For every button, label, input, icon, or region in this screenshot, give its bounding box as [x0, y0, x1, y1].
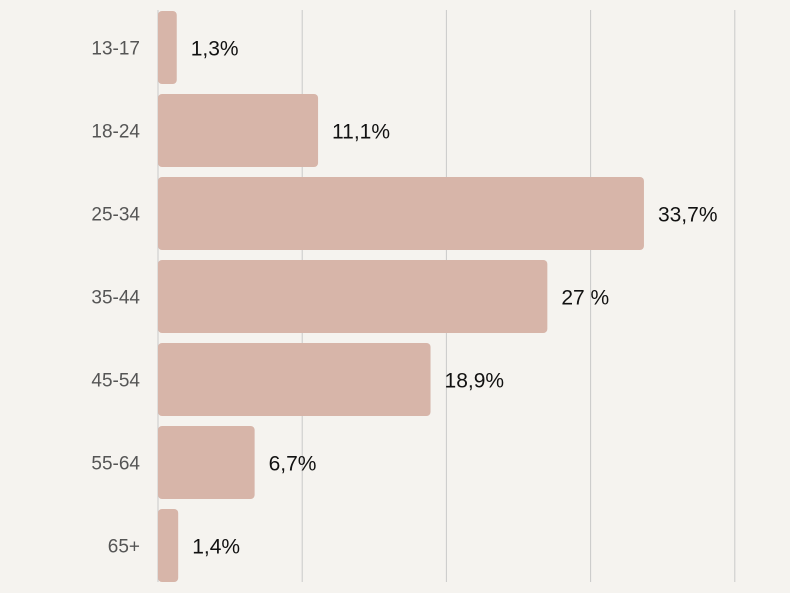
bar-55-64: [158, 426, 255, 499]
category-label-13-17: 13-17: [91, 39, 140, 60]
category-label-45-54: 45-54: [91, 371, 140, 392]
bar-18-24: [158, 94, 319, 167]
value-label-45-54: 18,9%: [445, 370, 505, 393]
bar-25-34: [158, 177, 644, 250]
category-label-18-24: 18-24: [91, 122, 140, 143]
category-label-35-44: 35-44: [91, 288, 140, 309]
category-label-55-64: 55-64: [91, 454, 140, 475]
value-label-18-24: 11,1%: [332, 121, 390, 144]
value-label-13-17: 1,3%: [191, 38, 239, 61]
category-label-65+: 65+: [108, 537, 140, 558]
category-label-25-34: 25-34: [91, 205, 140, 226]
bar-13-17: [158, 11, 177, 84]
bar-65+: [158, 509, 179, 582]
value-label-65+: 1,4%: [192, 536, 240, 559]
value-label-55-64: 6,7%: [269, 453, 317, 476]
bars: [158, 11, 644, 582]
bar-45-54: [158, 343, 431, 416]
labels: 13-17 1,3% 18-24 11,1% 25-34 33,7% 35-44 27 % 45…: [91, 38, 717, 559]
bar-35-44: [158, 260, 548, 333]
value-label-25-34: 33,7%: [658, 204, 718, 227]
value-label-35-44: 27 %: [561, 287, 609, 310]
